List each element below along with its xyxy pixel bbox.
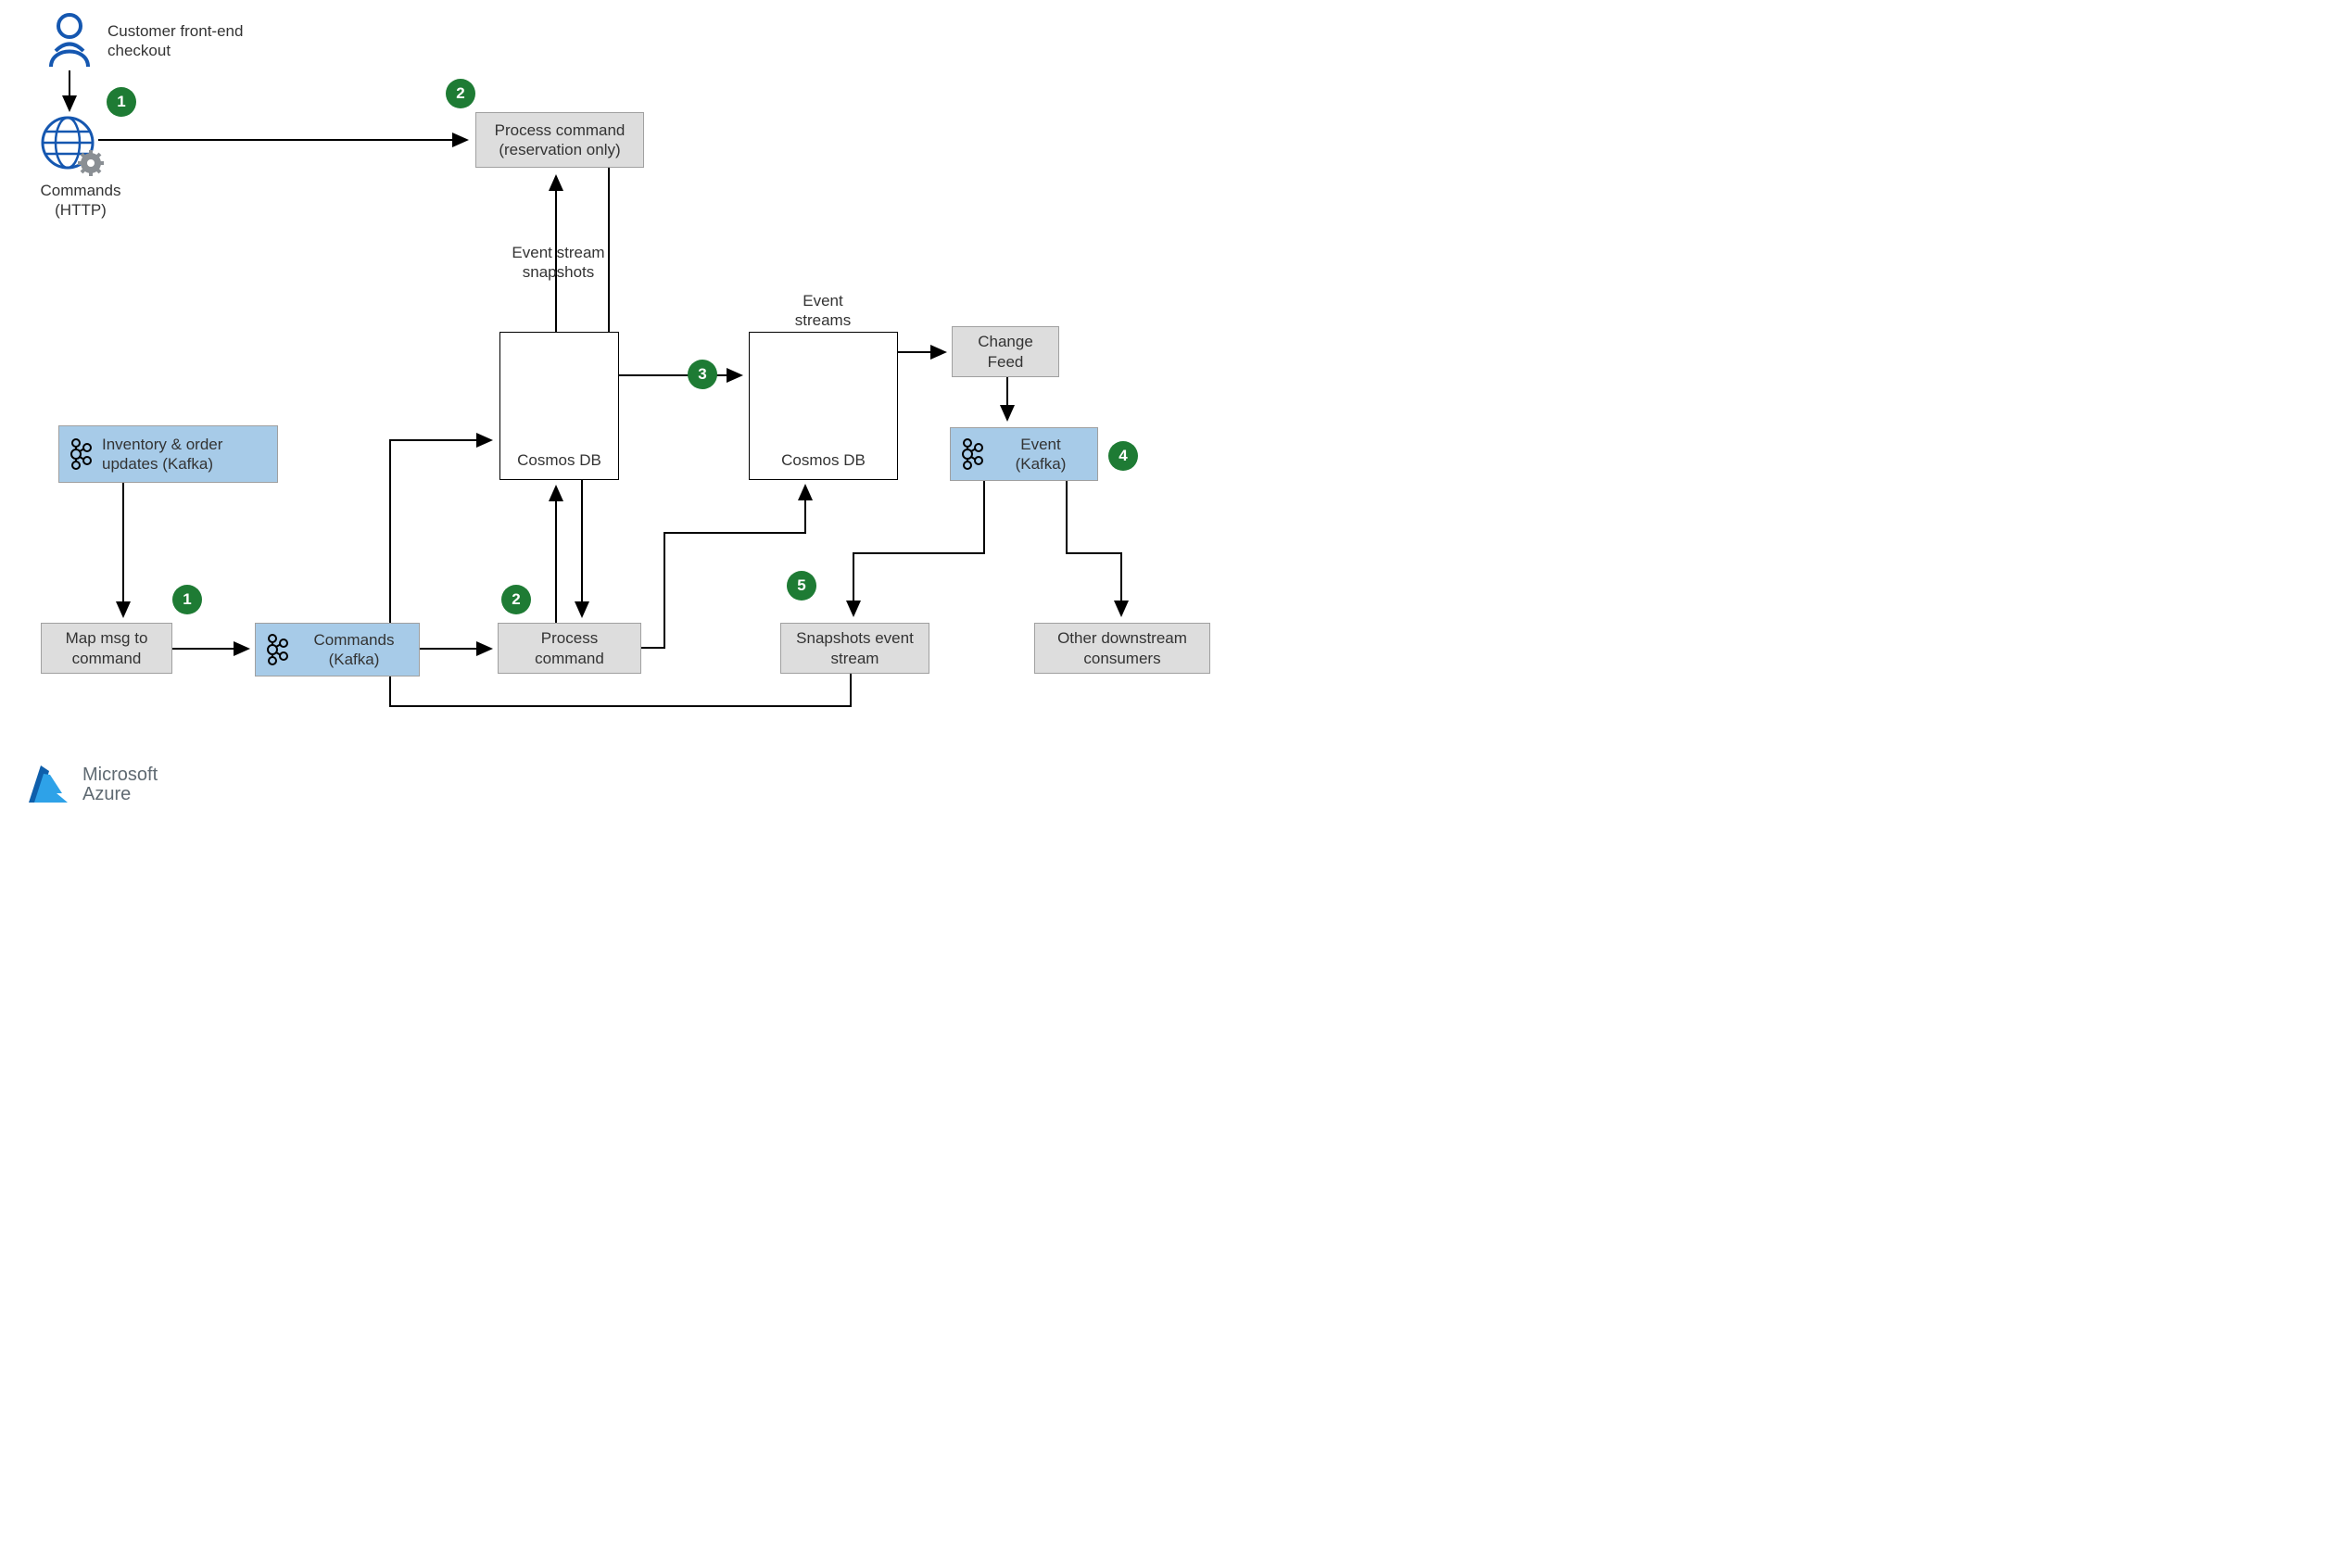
customer-frontend-label: Customer front-end checkout <box>107 21 270 61</box>
user-icon <box>51 15 88 67</box>
step-badge-1a: 1 <box>107 87 136 117</box>
commands-kafka-text: Commands (Kafka) <box>298 630 410 670</box>
kafka-icon <box>265 633 289 666</box>
cosmos-db-right-box: Cosmos DB <box>749 332 898 480</box>
commands-kafka-box: Commands (Kafka) <box>255 623 420 677</box>
process-command-reservation-box: Process command (reservation only) <box>475 112 644 168</box>
globe-icon <box>43 118 104 176</box>
other-consumers-text: Other downstream consumers <box>1044 628 1200 668</box>
process-command-reservation-text: Process command (reservation only) <box>486 120 634 160</box>
commands-http-label: Commands (HTTP) <box>25 181 136 221</box>
step-badge-3: 3 <box>688 360 717 389</box>
edge-event-kafka-to-other <box>1067 481 1121 615</box>
map-msg-text: Map msg to command <box>51 628 162 668</box>
process-command-text: Process command <box>508 628 631 668</box>
step-badge-5: 5 <box>787 571 816 601</box>
event-streams-label: Event streams <box>781 291 865 331</box>
diagram-canvas: Customer front-end checkout Commands (HT… <box>0 0 1270 847</box>
edge-event-kafka-to-snapshots <box>853 481 984 615</box>
azure-logo-line2: Azure <box>82 785 158 804</box>
step-badge-2b: 2 <box>501 585 531 614</box>
edge-process-reservation-down-to-cosmos-right <box>609 168 741 375</box>
inventory-kafka-text: Inventory & order updates (Kafka) <box>102 435 268 474</box>
other-consumers-box: Other downstream consumers <box>1034 623 1210 674</box>
snapshots-box: Snapshots event stream <box>780 623 929 674</box>
cosmos-db-left-box: Cosmos DB <box>499 332 619 480</box>
step-badge-2a: 2 <box>446 79 475 108</box>
cosmos-db-right-label: Cosmos DB <box>781 450 866 470</box>
event-kafka-box: Event (Kafka) <box>950 427 1098 481</box>
change-feed-box: Change Feed <box>952 326 1059 377</box>
cosmos-db-left-label: Cosmos DB <box>517 450 601 470</box>
azure-logo-icon <box>25 764 71 806</box>
event-stream-snapshots-label: Event stream snapshots <box>500 243 616 283</box>
map-msg-box: Map msg to command <box>41 623 172 674</box>
change-feed-text: Change Feed <box>962 332 1049 372</box>
kafka-icon <box>960 437 984 471</box>
azure-logo: Microsoft Azure <box>25 764 158 806</box>
process-command-box: Process command <box>498 623 641 674</box>
azure-logo-text: Microsoft Azure <box>82 765 158 804</box>
step-badge-4: 4 <box>1108 441 1138 471</box>
azure-logo-line1: Microsoft <box>82 765 158 785</box>
inventory-kafka-box: Inventory & order updates (Kafka) <box>58 425 278 483</box>
kafka-icon <box>69 437 93 471</box>
event-kafka-text: Event (Kafka) <box>993 435 1088 474</box>
step-badge-1b: 1 <box>172 585 202 614</box>
snapshots-text: Snapshots event stream <box>790 628 919 668</box>
